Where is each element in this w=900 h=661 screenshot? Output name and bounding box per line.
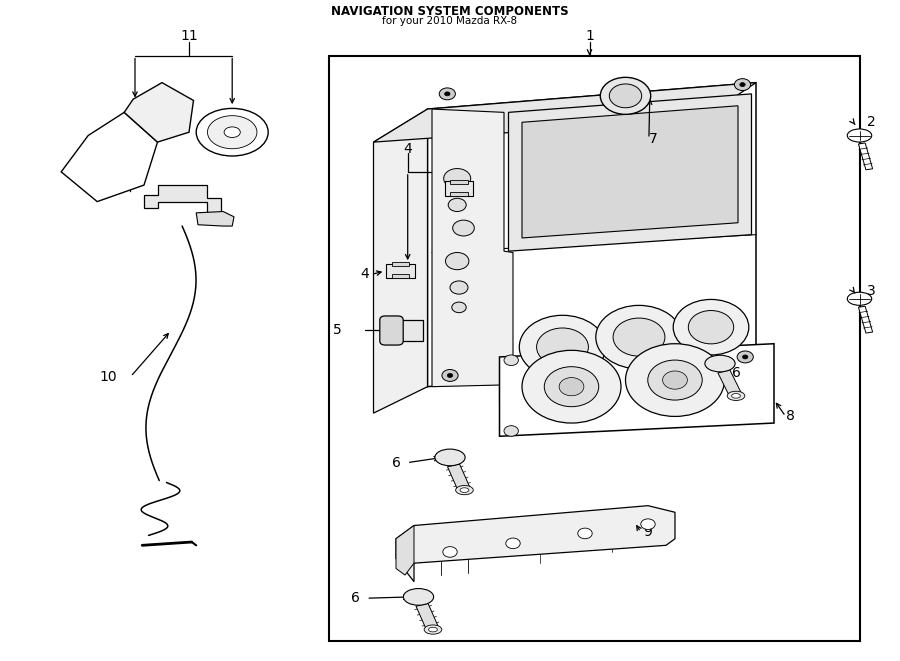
Ellipse shape [428,627,437,632]
Polygon shape [144,185,220,213]
Circle shape [522,350,621,423]
Circle shape [452,302,466,313]
Circle shape [688,311,734,344]
Circle shape [439,88,455,100]
Polygon shape [500,360,756,403]
Ellipse shape [224,127,240,137]
Text: 4: 4 [403,141,412,156]
Circle shape [740,83,745,87]
Polygon shape [859,306,873,333]
Ellipse shape [727,391,745,401]
Bar [450,180,468,184]
Ellipse shape [196,108,268,156]
Circle shape [445,92,450,96]
Ellipse shape [732,393,741,398]
Circle shape [544,367,598,407]
Circle shape [662,371,688,389]
FancyBboxPatch shape [380,316,403,345]
Circle shape [626,344,725,416]
Polygon shape [718,369,742,397]
Text: 3: 3 [867,284,876,298]
Polygon shape [374,109,428,413]
Circle shape [504,355,518,366]
Circle shape [737,351,753,363]
Bar [445,181,473,196]
Circle shape [443,547,457,557]
Ellipse shape [705,355,735,372]
Bar [396,320,423,341]
Text: 6: 6 [732,366,741,381]
Circle shape [444,169,471,188]
Polygon shape [859,143,873,170]
Polygon shape [428,83,756,387]
Polygon shape [508,94,752,251]
Circle shape [673,299,749,355]
Text: 6: 6 [351,591,360,605]
Polygon shape [416,603,439,631]
Circle shape [600,77,651,114]
Circle shape [641,519,655,529]
Circle shape [446,253,469,270]
Circle shape [442,369,458,381]
Polygon shape [396,506,675,582]
Circle shape [648,360,702,400]
Polygon shape [396,525,414,575]
Text: 7: 7 [649,132,658,146]
Ellipse shape [847,129,872,142]
Circle shape [578,528,592,539]
Text: 1: 1 [585,29,594,44]
Ellipse shape [424,625,442,634]
Polygon shape [522,106,738,238]
Polygon shape [61,112,158,202]
Text: for your 2010 Mazda RX-8: for your 2010 Mazda RX-8 [382,16,518,26]
Ellipse shape [207,116,257,149]
Text: 11: 11 [180,29,198,44]
Text: 2: 2 [867,115,876,130]
Text: 9: 9 [644,525,652,539]
Circle shape [596,305,682,369]
Circle shape [447,373,453,377]
Circle shape [559,377,584,396]
Text: NAVIGATION SYSTEM COMPONENTS: NAVIGATION SYSTEM COMPONENTS [331,5,569,18]
Circle shape [450,281,468,294]
Circle shape [613,318,665,356]
Circle shape [448,198,466,212]
Circle shape [453,220,474,236]
Circle shape [519,315,606,379]
Text: 6: 6 [392,455,400,470]
Bar [386,264,415,278]
Ellipse shape [455,485,473,494]
Polygon shape [374,83,756,142]
Polygon shape [124,83,194,142]
Bar [328,56,860,641]
Text: 4: 4 [360,267,369,282]
Text: 8: 8 [786,409,795,424]
Ellipse shape [460,488,469,492]
Circle shape [504,426,518,436]
Ellipse shape [847,292,872,305]
Polygon shape [432,109,513,387]
Bar [450,192,468,196]
Ellipse shape [403,588,434,605]
Bar [392,274,410,278]
Circle shape [536,328,589,366]
Text: 10: 10 [99,369,117,384]
Circle shape [734,79,751,91]
Ellipse shape [435,449,465,466]
Circle shape [609,84,642,108]
Polygon shape [447,464,471,492]
Bar [392,262,410,266]
Circle shape [506,538,520,549]
Polygon shape [196,212,234,226]
Circle shape [742,355,748,359]
Text: 5: 5 [333,323,342,338]
Polygon shape [500,344,774,436]
